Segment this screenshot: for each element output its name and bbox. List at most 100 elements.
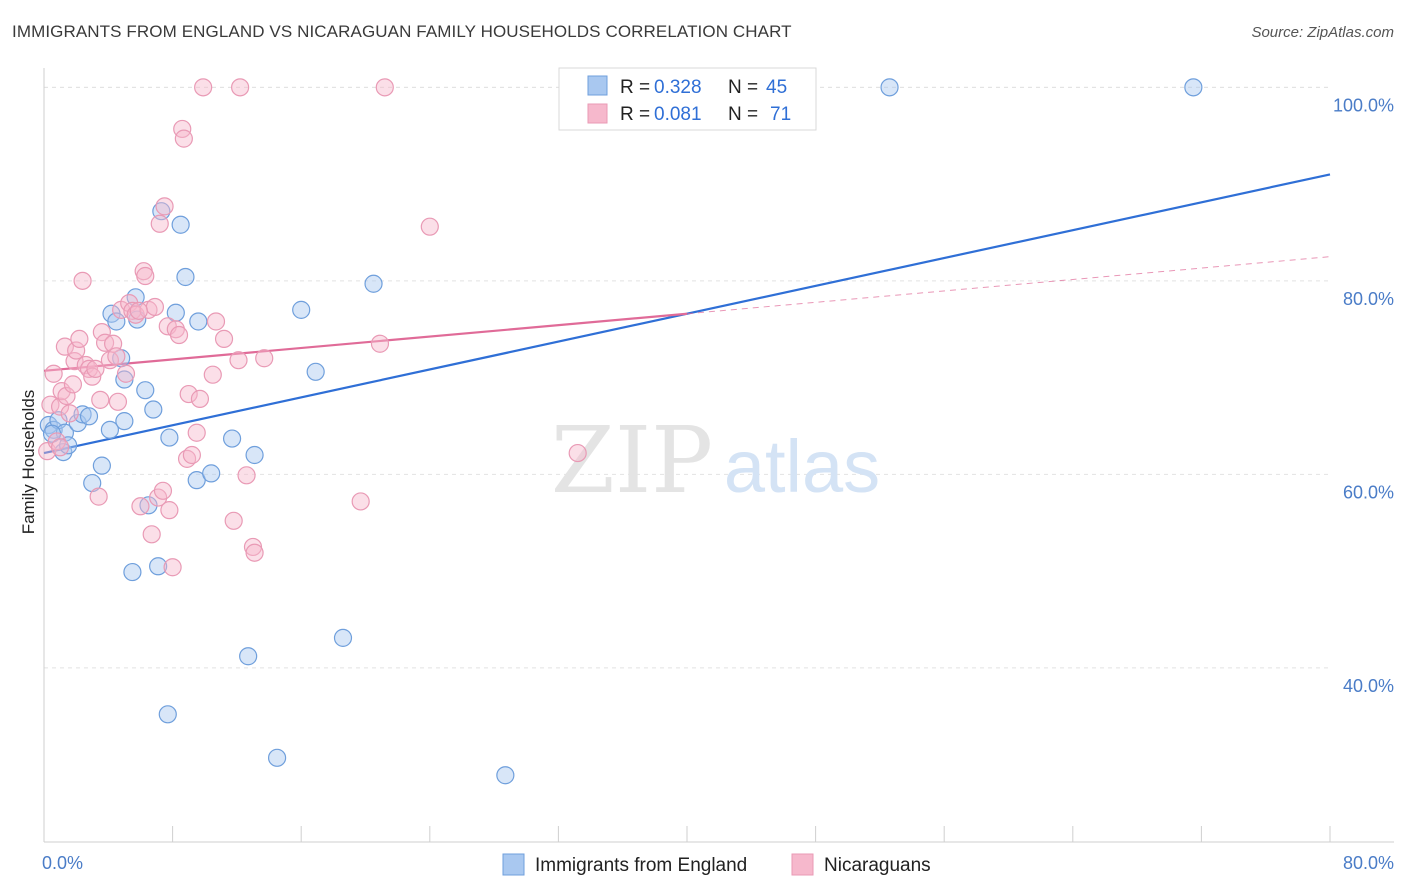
point-england — [496, 766, 515, 785]
point-england — [1184, 78, 1203, 97]
point-england — [222, 429, 242, 448]
x-tick-label-min: 0.0% — [42, 853, 83, 873]
point-nicaraguan — [229, 351, 248, 370]
point-nicaraguan — [169, 325, 189, 345]
point-nicaraguan — [182, 445, 201, 465]
watermark-zip: ZIP — [551, 407, 713, 514]
point-nicaraguan — [131, 497, 150, 516]
point-england — [136, 381, 155, 400]
point-nicaraguan — [245, 543, 264, 562]
point-nicaraguan — [91, 390, 110, 409]
point-nicaraguan — [179, 384, 198, 404]
point-england — [176, 267, 195, 287]
point-nicaraguan — [50, 397, 70, 416]
point-nicaraguan — [44, 364, 63, 383]
legend-swatch-blue — [587, 75, 608, 96]
gridlines — [44, 86, 1330, 669]
point-nicaraguan — [92, 323, 111, 342]
point-england — [245, 445, 264, 465]
x-tick-label-max: 80.0% — [1343, 853, 1394, 873]
point-nicaraguan — [174, 129, 193, 148]
chart-source: Source: ZipAtlas.com — [1251, 24, 1394, 41]
point-england — [292, 300, 311, 319]
point-england — [267, 748, 287, 767]
y-tick-label: 60.0% — [1343, 482, 1394, 502]
point-england — [202, 464, 221, 483]
point-nicaraguan — [136, 266, 155, 286]
point-nicaraguan — [145, 297, 165, 317]
point-nicaraguan — [224, 511, 243, 530]
legend-n-label-2: N = — [728, 104, 758, 125]
point-nicaraguan — [50, 438, 70, 457]
point-nicaraguan — [351, 492, 370, 511]
point-england — [880, 78, 899, 97]
point-nicaraguan — [129, 301, 148, 320]
point-nicaraguan — [420, 217, 439, 236]
trend-lines — [43, 173, 1331, 455]
point-nicaraguan — [86, 359, 105, 378]
point-nicaraguan — [89, 487, 108, 506]
point-england — [107, 312, 126, 331]
point-england — [149, 557, 168, 576]
data-points — [38, 78, 1203, 785]
point-england — [92, 456, 111, 475]
y-axis-label: Family Households — [19, 390, 38, 535]
legend-r-value-2: 0.081 — [654, 104, 702, 125]
point-nicaraguan — [194, 78, 213, 97]
legend-bottom-label-2: Nicaraguans — [824, 855, 931, 876]
point-nicaraguan — [190, 389, 210, 408]
point-nicaraguan — [150, 214, 169, 233]
point-nicaraguan — [116, 364, 136, 383]
point-nicaraguan — [70, 329, 89, 348]
legend-bottom-swatch-blue — [502, 853, 525, 876]
point-nicaraguan — [160, 501, 179, 520]
trend-line-nicaraguan-solid — [43, 312, 688, 372]
point-nicaraguan — [63, 375, 83, 394]
point-england — [239, 647, 258, 666]
y-tick-label: 100.0% — [1333, 95, 1394, 115]
point-nicaraguan — [73, 271, 92, 290]
watermark: ZIP atlas — [551, 407, 880, 514]
point-england — [333, 628, 353, 647]
legend-r-value-1: 0.328 — [654, 77, 702, 98]
point-nicaraguan — [153, 481, 173, 500]
point-nicaraguan — [203, 365, 222, 384]
point-nicaraguan — [568, 443, 587, 463]
legend-swatch-pink — [587, 103, 608, 124]
point-nicaraguan — [206, 312, 226, 331]
axes: 40.0% 60.0% 80.0% 100.0% 0.0% 80.0% — [42, 68, 1394, 873]
point-england — [123, 562, 142, 582]
point-nicaraguan — [107, 347, 126, 366]
point-england — [171, 215, 190, 234]
legend-n-value-1: 45 — [766, 77, 787, 98]
point-nicaraguan — [163, 558, 182, 577]
point-nicaraguan — [187, 423, 206, 442]
legend-n-value-2: 71 — [770, 104, 791, 125]
point-england — [158, 705, 177, 724]
point-nicaraguan — [214, 329, 234, 348]
y-tick-label: 40.0% — [1343, 676, 1394, 696]
point-nicaraguan — [237, 466, 256, 485]
point-nicaraguan — [155, 197, 174, 216]
point-nicaraguan — [55, 337, 74, 356]
point-nicaraguan — [255, 349, 274, 368]
trend-line-nicaraguan-dashed — [686, 256, 1331, 315]
point-england — [189, 312, 208, 331]
point-england — [115, 412, 134, 431]
point-nicaraguan — [108, 392, 128, 411]
y-tick-label: 80.0% — [1343, 289, 1394, 309]
point-england — [306, 362, 325, 381]
point-nicaraguan — [166, 320, 185, 339]
legend-top: R = 0.328 N = 45 R = 0.081 N = 71 — [558, 67, 817, 131]
legend-bottom: Immigrants from England Nicaraguans — [502, 853, 931, 876]
legend-r-label-2: R = — [620, 104, 650, 125]
point-england — [73, 405, 92, 424]
point-nicaraguan — [47, 432, 66, 451]
point-nicaraguan — [67, 341, 86, 360]
point-england — [144, 400, 163, 419]
point-nicaraguan — [231, 78, 250, 97]
point-england — [160, 428, 179, 447]
point-nicaraguan — [142, 525, 161, 544]
point-england — [364, 274, 383, 293]
legend-n-label-1: N = — [728, 77, 758, 98]
